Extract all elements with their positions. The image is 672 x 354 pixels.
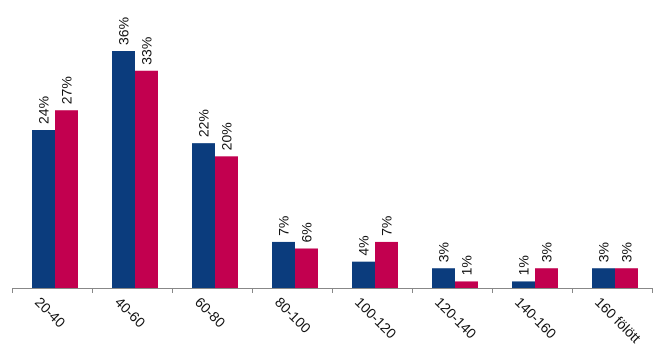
data-label: 27% — [59, 76, 75, 104]
x-tick-label: 20-40 — [32, 294, 69, 331]
bar-80-100-series-2 — [295, 248, 318, 288]
data-label: 22% — [196, 109, 212, 137]
bar-80-100-series-1 — [272, 241, 295, 288]
bar-60-80-series-1 — [192, 143, 215, 288]
bar-40-60-series-1 — [112, 51, 135, 288]
x-tick-label: 140-160 — [512, 294, 560, 342]
bar-100-120-series-2 — [375, 241, 398, 288]
x-tick-label: 80-100 — [272, 294, 314, 336]
bar-20-40-series-1 — [32, 130, 55, 288]
bar-140-160-series-1 — [512, 281, 535, 288]
data-label: 4% — [356, 235, 372, 255]
x-tick-label: 60-80 — [192, 294, 229, 331]
data-label: 1% — [516, 255, 532, 275]
data-label: 3% — [619, 242, 635, 262]
data-labels-layer: 24% 36% 22% 7% 4% 3% 1% 3% 27% 33% 20% 6% 7% 1% 3% 3% — [36, 17, 635, 275]
data-label: 3% — [436, 242, 452, 262]
bar-120-140-series-1 — [432, 268, 455, 288]
x-tick-label: 40-60 — [112, 294, 149, 331]
bar-40-60-series-2 — [135, 70, 158, 288]
data-label: 7% — [276, 216, 292, 236]
bar-160 fölött-series-1 — [592, 268, 615, 288]
bar-60-80-series-2 — [215, 156, 238, 288]
data-label: 24% — [36, 96, 52, 124]
bar-100-120-series-1 — [352, 261, 375, 288]
x-tick-label: 160 fölött — [592, 294, 644, 346]
data-label: 3% — [596, 242, 612, 262]
bar-140-160-series-2 — [535, 268, 558, 288]
bar-160 fölött-series-2 — [615, 268, 638, 288]
x-tick-label: 120-140 — [432, 294, 480, 342]
bar-20-40-series-2 — [55, 110, 78, 288]
data-label: 33% — [139, 37, 155, 65]
bars-layer — [32, 51, 638, 288]
x-tick-label: 100-120 — [352, 294, 400, 342]
data-label: 3% — [539, 242, 555, 262]
data-label: 6% — [299, 222, 315, 242]
data-label: 20% — [219, 122, 235, 150]
data-label: 7% — [379, 216, 395, 236]
bar-120-140-series-2 — [455, 281, 478, 288]
data-label: 36% — [116, 17, 132, 45]
x-axis: 20-40 40-60 60-80 80-100 100-120 120-140 140-1… — [12, 288, 653, 346]
data-label: 1% — [459, 255, 475, 275]
